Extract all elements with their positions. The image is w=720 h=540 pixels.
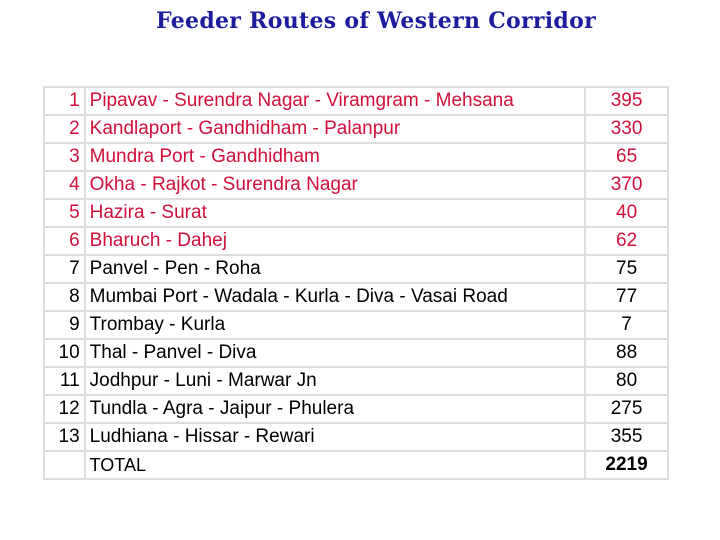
cell: Okha - Rajkot - Surendra Nagar — [83, 170, 587, 200]
cell: 355 — [584, 422, 669, 452]
cell: Mundra Port - Gandhidham — [83, 142, 587, 172]
routes-table: 1 Pipavav - Surendra Nagar - Viramgram - … — [43, 86, 669, 480]
cell: Tundla - Agra - Jaipur - Phulera — [83, 394, 587, 424]
total-value: 2219 — [584, 450, 669, 480]
cell: 2 — [43, 114, 86, 144]
cell: 75 — [584, 254, 669, 284]
cell: Panvel - Pen - Roha — [83, 254, 587, 284]
cell: 40 — [584, 198, 669, 228]
cell: Bharuch - Dahej — [83, 226, 587, 256]
cell: 11 — [43, 366, 86, 396]
table-row: 6 Bharuch - Dahej 62 — [43, 226, 669, 256]
table-row: 7 Panvel - Pen - Roha 75 — [43, 254, 669, 284]
table-row: 11 Jodhpur - Luni - Marwar Jn 80 — [43, 366, 669, 396]
cell: Ludhiana - Hissar - Rewari — [83, 422, 587, 452]
table-row: 13 Ludhiana - Hissar - Rewari 355 — [43, 422, 669, 452]
cell: 6 — [43, 226, 86, 256]
cell: 65 — [584, 142, 669, 172]
cell: 8 — [43, 282, 86, 312]
cell: 88 — [584, 338, 669, 368]
title: Feeder Routes of Western Corridor — [156, 8, 596, 34]
table-row: 10 Thal - Panvel - Diva 88 — [43, 338, 669, 368]
table-body: 1 Pipavav - Surendra Nagar - Viramgram - … — [43, 86, 669, 480]
table-row: 8 Mumbai Port - Wadala - Kurla - Diva - V… — [43, 282, 669, 312]
table-row: 3 Mundra Port - Gandhidham 65 — [43, 142, 669, 172]
cell: 275 — [584, 394, 669, 424]
cell: Pipavav - Surendra Nagar - Viramgram - M… — [83, 86, 587, 116]
table-row: 2 Kandlaport - Gandhidham - Palanpur 330 — [43, 114, 669, 144]
cell: 4 — [43, 170, 86, 200]
cell: 77 — [584, 282, 669, 312]
table-row: 9 Trombay - Kurla 7 — [43, 310, 669, 340]
cell: 12 — [43, 394, 86, 424]
cell: 7 — [43, 254, 86, 284]
cell — [43, 450, 86, 480]
cell: Hazira - Surat — [83, 198, 587, 228]
cell: 370 — [584, 170, 669, 200]
total-label: TOTAL — [83, 450, 587, 480]
cell: Trombay - Kurla — [83, 310, 587, 340]
cell: 13 — [43, 422, 86, 452]
total-row: TOTAL 2219 — [43, 450, 669, 480]
cell: 62 — [584, 226, 669, 256]
table-row: 1 Pipavav - Surendra Nagar - Viramgram - … — [43, 86, 669, 116]
cell: 80 — [584, 366, 669, 396]
table-row: 4 Okha - Rajkot - Surendra Nagar 370 — [43, 170, 669, 200]
table-row: 12 Tundla - Agra - Jaipur - Phulera 275 — [43, 394, 669, 424]
cell: 10 — [43, 338, 86, 368]
cell: Jodhpur - Luni - Marwar Jn — [83, 366, 587, 396]
cell: 5 — [43, 198, 86, 228]
cell: 1 — [43, 86, 86, 116]
cell: Thal - Panvel - Diva — [83, 338, 587, 368]
cell: 330 — [584, 114, 669, 144]
cell: 395 — [584, 86, 669, 116]
cell: 3 — [43, 142, 86, 172]
cell: Mumbai Port - Wadala - Kurla - Diva - Va… — [83, 282, 587, 312]
cell: 7 — [584, 310, 669, 340]
cell: 9 — [43, 310, 86, 340]
table-row: 5 Hazira - Surat 40 — [43, 198, 669, 228]
cell: Kandlaport - Gandhidham - Palanpur — [83, 114, 587, 144]
